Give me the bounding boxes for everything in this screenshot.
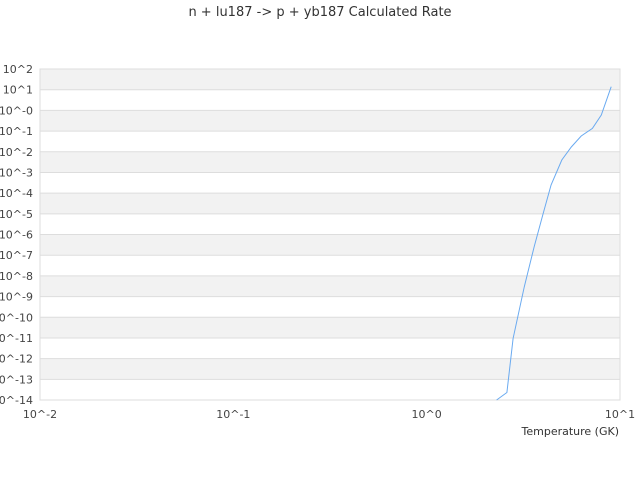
plot-background-bands — [40, 69, 620, 380]
y-tick-label: 10^-11 — [0, 332, 33, 345]
y-tick-label: 10^-8 — [0, 270, 33, 283]
background-band — [40, 234, 620, 256]
y-tick-label: 10^-14 — [0, 394, 33, 407]
background-band — [40, 151, 620, 173]
background-band — [40, 69, 620, 90]
background-band — [40, 193, 620, 214]
y-tick-label: 10^-6 — [0, 229, 33, 242]
y-tick-label: 10^-3 — [0, 166, 33, 179]
background-band — [40, 317, 620, 338]
x-axis-label: Temperature (GK) — [521, 425, 620, 438]
rate-series-line — [496, 86, 612, 401]
y-tick-label: 10^2 — [3, 63, 33, 76]
y-tick-labels: 10^2 10^1 10^-0 10^-1 10^-2 10^-3 10^-4 10^-5 10… — [0, 63, 33, 407]
y-tick-label: 10^-2 — [0, 146, 33, 159]
chart-title: n + lu187 -> p + yb187 Calculated Rate — [188, 5, 451, 20]
y-tick-label: 10^-7 — [0, 249, 33, 262]
x-tick-labels: 10^-2 10^-1 10^0 10^1 — [23, 408, 635, 421]
y-tick-label: 10^-13 — [0, 373, 33, 386]
background-band — [40, 110, 620, 132]
gridlines — [40, 68, 620, 401]
x-tick-label: 10^-2 — [23, 408, 57, 421]
y-tick-label: 10^-5 — [0, 208, 33, 221]
y-tick-label: 10^-9 — [0, 291, 33, 304]
y-tick-label: 10^-0 — [0, 104, 33, 117]
plot-frame — [39, 68, 621, 401]
background-band — [40, 358, 620, 380]
y-tick-label: 10^-1 — [0, 125, 33, 138]
y-tick-label: 10^-12 — [0, 353, 33, 366]
background-band — [40, 275, 620, 297]
y-tick-label: 10^-4 — [0, 187, 33, 200]
y-tick-label: 10^-10 — [0, 311, 33, 324]
x-tick-label: 10^1 — [605, 408, 635, 421]
x-tick-label: 10^-1 — [216, 408, 250, 421]
y-tick-label: 10^1 — [3, 84, 33, 97]
x-tick-label: 10^0 — [412, 408, 442, 421]
